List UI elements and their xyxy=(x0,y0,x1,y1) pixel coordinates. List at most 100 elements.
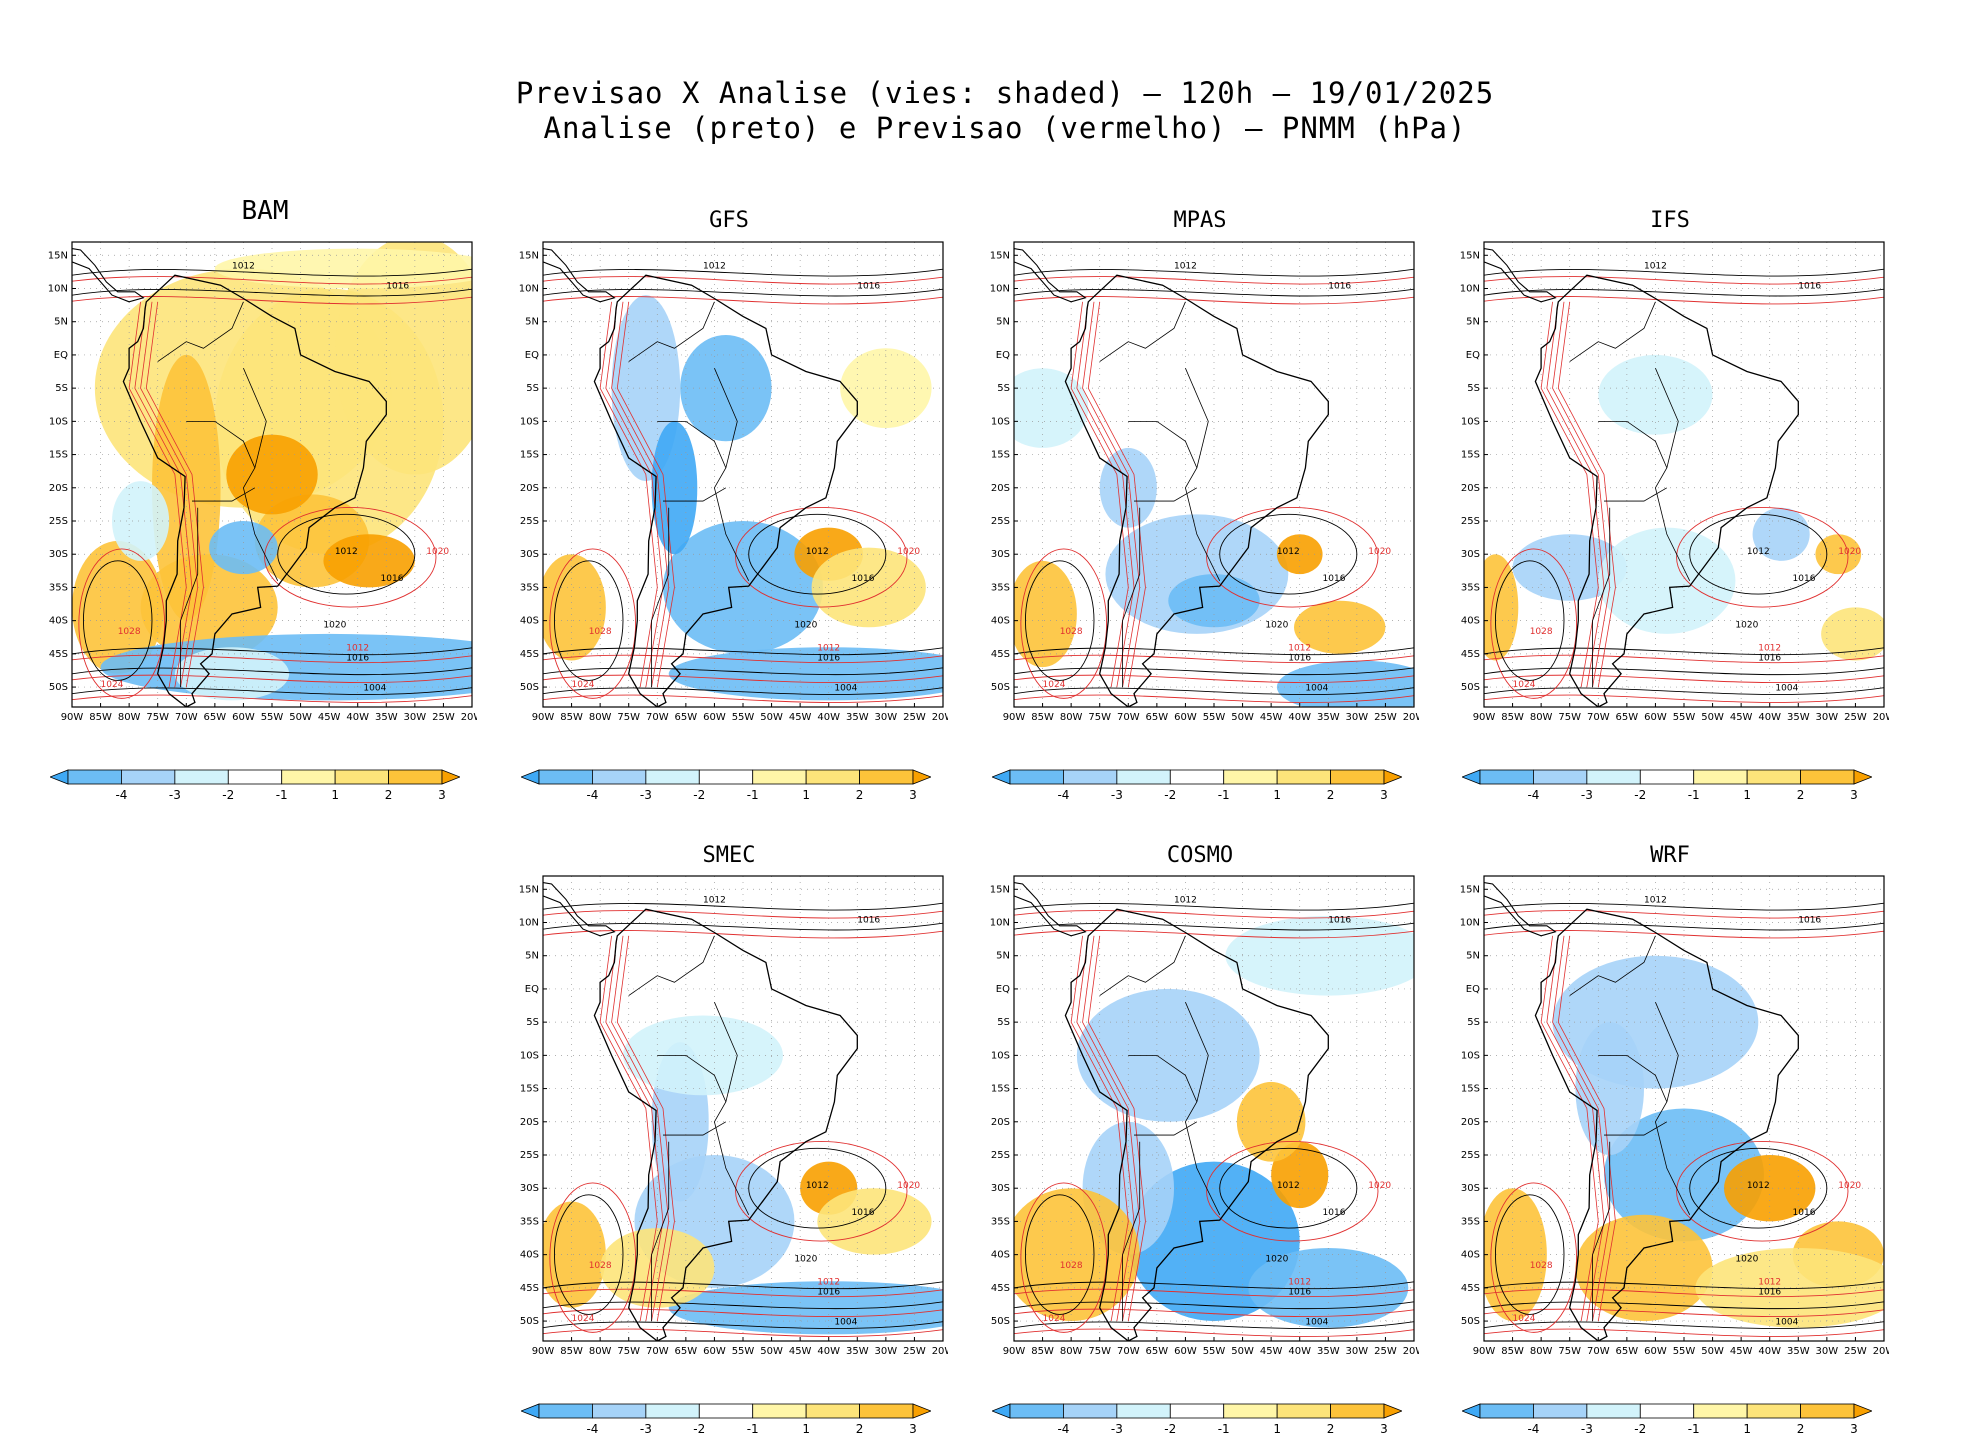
panel-title-smec: SMEC xyxy=(702,843,756,868)
colorbar-swatch xyxy=(1853,1403,1874,1419)
lat-label: 40S xyxy=(991,616,1010,627)
lon-label: 50W xyxy=(1701,1346,1724,1357)
lon-label: 35W xyxy=(375,712,398,723)
lon-label: 25W xyxy=(1374,1346,1397,1357)
colorbar-swatch xyxy=(859,769,914,785)
lon-label: 70W xyxy=(646,712,669,723)
contour-label: 1016 xyxy=(1793,1208,1816,1218)
contour-label: 1020 xyxy=(426,547,449,557)
colorbar-swatch xyxy=(1853,769,1874,785)
lat-label: 30S xyxy=(520,549,539,560)
colorbar-tick-label: -2 xyxy=(1164,1422,1176,1436)
colorbar-tick-label: 3 xyxy=(1380,788,1388,802)
lon-label: 40W xyxy=(817,1346,840,1357)
contour-label: 1024 xyxy=(1513,1314,1536,1324)
colorbar-swatch xyxy=(1009,1403,1064,1419)
lon-label: 85W xyxy=(1501,712,1524,723)
contour-label: 1012 xyxy=(1288,644,1311,654)
lon-label: 55W xyxy=(1203,712,1226,723)
colorbar-tick-label: -2 xyxy=(1634,1422,1646,1436)
lat-label: 5N xyxy=(996,317,1010,328)
lat-label: 10N xyxy=(48,284,68,295)
colorbar-tick-label: 1 xyxy=(1273,788,1281,802)
lat-label: 10N xyxy=(1460,918,1480,929)
contour-label: 1028 xyxy=(1060,1261,1083,1271)
lat-label: 5S xyxy=(526,1017,539,1028)
lat-label: EQ xyxy=(996,984,1010,995)
lat-label: 40S xyxy=(520,616,539,627)
colorbar-tick-label: -3 xyxy=(640,788,652,802)
colorbar-tick-label: -1 xyxy=(1218,788,1230,802)
lon-label: 55W xyxy=(732,712,755,723)
contour-label: 1012 xyxy=(346,644,369,654)
contour-label: 1020 xyxy=(1735,1254,1758,1264)
lon-label: 80W xyxy=(118,712,141,723)
lat-label: 15N xyxy=(519,250,539,261)
lon-label: 45W xyxy=(1260,712,1283,723)
lon-label: 80W xyxy=(1060,712,1083,723)
panel-title-ifs: IFS xyxy=(1650,208,1690,233)
map-panel-gfs: 1016 1012 1016 1020 1016 1004 1028 1024 1012 1012… xyxy=(509,240,948,732)
contour-label: 1028 xyxy=(589,1261,612,1271)
lon-label: 75W xyxy=(1558,712,1581,723)
lon-label: 75W xyxy=(617,1346,640,1357)
contour-label: 1024 xyxy=(101,680,124,690)
lon-label: 55W xyxy=(1203,1346,1226,1357)
contour-label: 1012 xyxy=(1174,896,1197,906)
lon-label: 70W xyxy=(646,1346,669,1357)
lat-label: 50S xyxy=(1461,1316,1480,1327)
colorbar-swatch xyxy=(1533,1403,1588,1419)
contour-label: 1004 xyxy=(1305,683,1328,693)
contour-label: 1012 xyxy=(1747,547,1770,557)
lon-label: 65W xyxy=(1146,1346,1169,1357)
lon-label: 75W xyxy=(1088,1346,1111,1357)
lat-label: 10N xyxy=(519,284,539,295)
lon-label: 25W xyxy=(1844,712,1867,723)
contour-label: 1020 xyxy=(1838,547,1861,557)
colorbar-swatch xyxy=(1383,1403,1404,1419)
lon-label: 75W xyxy=(1558,1346,1581,1357)
lon-label: 45W xyxy=(318,712,341,723)
lat-label: 10S xyxy=(991,416,1010,427)
lat-label: 5N xyxy=(1466,951,1480,962)
lat-label: 5S xyxy=(997,1017,1010,1028)
map-panel-ifs: 1016 1012 1016 1020 1016 1004 1028 1024 1012 1012… xyxy=(1450,240,1889,732)
lat-label: 10N xyxy=(519,918,539,929)
colorbar-tick-label: 3 xyxy=(1850,788,1858,802)
colorbar-tick-label: 2 xyxy=(1797,788,1805,802)
colorbar-swatch xyxy=(1639,769,1695,785)
colorbar-swatch xyxy=(805,769,860,785)
contour-label: 1016 xyxy=(817,1288,840,1298)
colorbar-swatch xyxy=(1276,769,1331,785)
lon-label: 65W xyxy=(675,1346,698,1357)
lat-label: EQ xyxy=(1466,350,1480,361)
lat-label: 40S xyxy=(991,1250,1010,1261)
lat-label: 10S xyxy=(1461,1050,1480,1061)
lon-label: 30W xyxy=(404,712,427,723)
lat-label: 20S xyxy=(1461,483,1480,494)
colorbar-swatch xyxy=(227,769,283,785)
lon-label: 25W xyxy=(903,1346,926,1357)
lon-label: 90W xyxy=(532,1346,555,1357)
colorbar-tick-label: 2 xyxy=(1797,1422,1805,1436)
colorbar-tick-label: 1 xyxy=(802,1422,810,1436)
map-panel-cosmo: 1016 1012 1016 1020 1016 1004 1028 1024 1012 1012… xyxy=(980,874,1419,1366)
lat-label: 10S xyxy=(1461,416,1480,427)
colorbar-swatch xyxy=(752,1403,807,1419)
colorbar-swatch xyxy=(1383,769,1404,785)
lon-label: 45W xyxy=(1730,712,1753,723)
lon-label: 25W xyxy=(1374,712,1397,723)
contour-label: 1016 xyxy=(346,654,369,664)
contour-label: 1012 xyxy=(1277,1181,1300,1191)
colorbar-swatch xyxy=(752,769,807,785)
lat-label: 15N xyxy=(990,250,1010,261)
lon-label: 65W xyxy=(1146,712,1169,723)
colorbar-tick-label: 2 xyxy=(856,1422,864,1436)
contour-label: 1024 xyxy=(1043,680,1066,690)
contour-label: 1020 xyxy=(323,620,346,630)
contour-label: 1016 xyxy=(1793,574,1816,584)
lon-label: 40W xyxy=(1758,1346,1781,1357)
lon-label: 70W xyxy=(1587,1346,1610,1357)
contour-label: 1016 xyxy=(852,574,875,584)
colorbar-tick-label: 3 xyxy=(909,788,917,802)
